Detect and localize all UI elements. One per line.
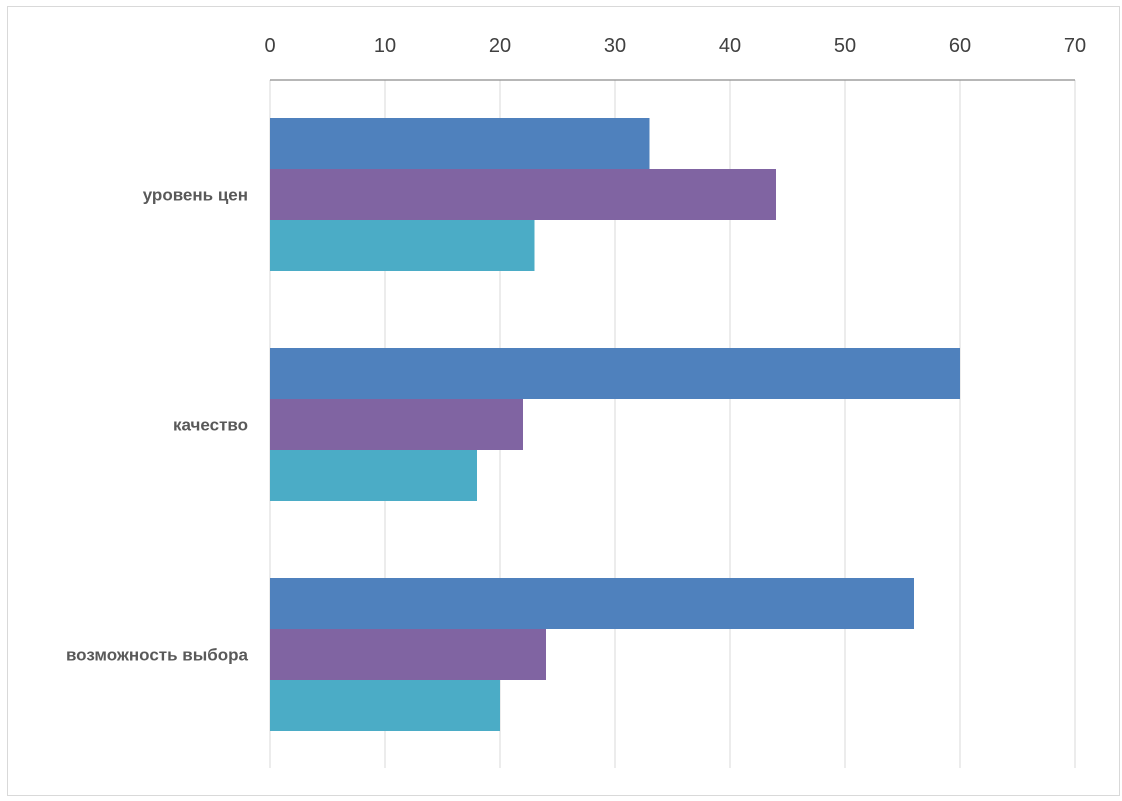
bar [270, 118, 650, 169]
x-tick-label: 0 [264, 35, 275, 57]
category-label: возможность выбора [66, 646, 249, 665]
category-label: качество [173, 416, 248, 435]
bar [270, 169, 776, 220]
x-tick-label: 70 [1064, 35, 1086, 57]
x-tick-label: 30 [604, 35, 626, 57]
x-tick-label: 10 [374, 35, 396, 57]
bar [270, 450, 477, 501]
bar [270, 220, 535, 271]
x-tick-label: 20 [489, 35, 511, 57]
bar [270, 680, 500, 731]
category-label: уровень цен [143, 186, 248, 205]
x-tick-label: 50 [834, 35, 856, 57]
bar [270, 399, 523, 450]
bar [270, 578, 914, 629]
x-tick-label: 40 [719, 35, 741, 57]
bar [270, 629, 546, 680]
x-tick-label: 60 [949, 35, 971, 57]
bar [270, 348, 960, 399]
